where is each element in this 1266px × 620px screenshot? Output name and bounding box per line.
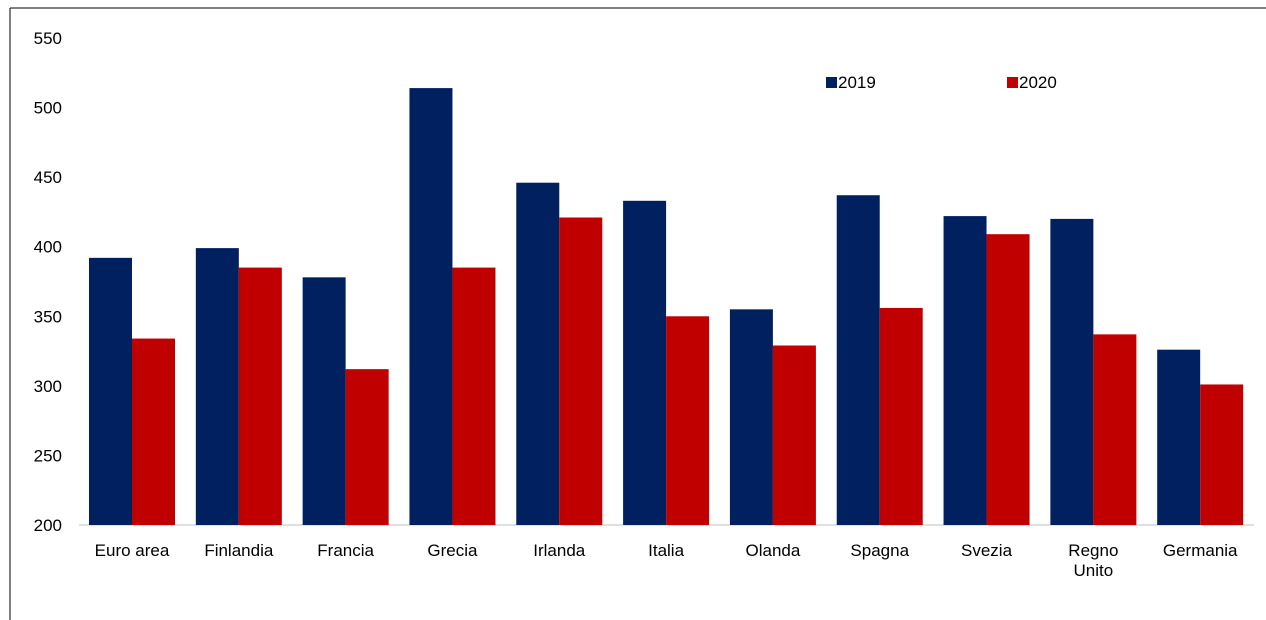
bar-2019-regno-unito <box>1050 218 1094 525</box>
x-tick-label: Olanda <box>745 541 800 560</box>
y-tick-label: 200 <box>34 516 62 535</box>
legend-swatch-2020 <box>1007 77 1018 88</box>
x-tick-label: Germania <box>1163 541 1238 560</box>
y-tick-label: 500 <box>34 99 62 118</box>
x-tick-label: Regno Unito <box>1068 541 1118 580</box>
bar-2020-svezia <box>986 234 1030 526</box>
x-tick-label: Euro area <box>95 541 170 560</box>
y-tick-label: 350 <box>34 307 62 326</box>
x-tick-label: Grecia <box>427 541 478 560</box>
bar-2019-svezia <box>943 216 987 526</box>
y-tick-label: 400 <box>34 238 62 257</box>
legend-label-2020: 2020 <box>1019 73 1057 92</box>
bar-2019-irlanda <box>516 182 560 526</box>
bar-2019-francia <box>302 277 346 525</box>
bar-2019-italia <box>623 200 667 525</box>
y-tick-label: 550 <box>34 29 62 48</box>
bar-2019-spagna <box>836 195 880 525</box>
x-tick-label: Finlandia <box>204 541 274 560</box>
bar-2020-spagna <box>879 307 923 525</box>
y-tick-label: 250 <box>34 446 62 465</box>
x-tick-label: Svezia <box>961 541 1013 560</box>
bar-2020-grecia <box>452 267 496 525</box>
bar-2020-irlanda <box>559 217 603 525</box>
legend-label-2019: 2019 <box>838 73 876 92</box>
bar-2020-francia <box>345 369 389 525</box>
bar-2019-olanda <box>729 309 773 525</box>
bar-2020-olanda <box>772 345 816 525</box>
x-tick-label: Italia <box>648 541 684 560</box>
y-tick-label: 450 <box>34 168 62 187</box>
bar-2020-euro-area <box>132 338 175 525</box>
bar-2020-finlandia <box>238 267 282 525</box>
bar-2019-finlandia <box>195 248 239 525</box>
legend-swatch-2019 <box>826 77 837 88</box>
bar-2020-italia <box>666 316 710 525</box>
bar-2020-regno-unito <box>1093 334 1137 525</box>
bar-2019-germania <box>1157 349 1201 525</box>
bar-2019-euro-area <box>89 257 132 525</box>
y-tick-label: 300 <box>34 377 62 396</box>
bar-2020-germania <box>1200 384 1244 525</box>
x-tick-label: Francia <box>317 541 374 560</box>
x-tick-label: Spagna <box>850 541 909 560</box>
x-tick-label: Irlanda <box>533 541 586 560</box>
bar-2019-grecia <box>409 88 453 525</box>
